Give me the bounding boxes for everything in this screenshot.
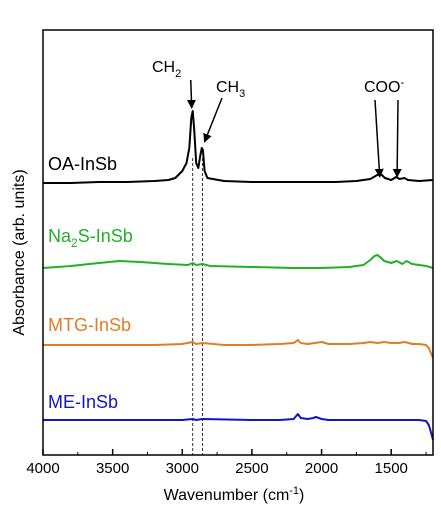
y-axis-label: Absorbance (arb. units) xyxy=(11,169,28,335)
x-axis-ticks xyxy=(42,449,427,455)
series-label-me-insb: ME-InSb xyxy=(48,392,118,412)
coo-arrow-1 xyxy=(374,99,384,178)
x-tick-label-2000: 2000 xyxy=(305,460,338,477)
plot-frame xyxy=(42,29,434,456)
x-tick-label-2500: 2500 xyxy=(235,460,268,477)
x-axis-tick-labels: 4000 3500 3000 2500 2000 1500 xyxy=(26,460,408,477)
x-tick-label-4000: 4000 xyxy=(26,460,59,477)
series-line-na2s-insb xyxy=(42,254,434,269)
x-axis-label: Wavenumber (cm-1) xyxy=(164,485,305,504)
series-line-oa-insb xyxy=(43,110,434,184)
x-tick-label-1500: 1500 xyxy=(375,460,408,477)
series-label-mtg-insb: MTG-InSb xyxy=(48,315,131,335)
series-labels: OA-InSb Na2S-InSb MTG-InSb ME-InSb xyxy=(48,154,133,412)
ch2-arrow xyxy=(186,79,196,109)
ch2-annotation: CH2 xyxy=(152,59,181,80)
series-label-na2s-insb: Na2S-InSb xyxy=(48,226,133,250)
spectra-series xyxy=(42,110,434,441)
coo-arrow-2 xyxy=(392,99,402,178)
coo-annotation: COO- xyxy=(364,77,404,96)
peak-annotations: CH2 CH3 COO- xyxy=(152,59,404,178)
series-line-me-insb xyxy=(43,413,434,441)
x-tick-label-3500: 3500 xyxy=(96,460,129,477)
x-tick-label-3000: 3000 xyxy=(166,460,199,477)
ch3-arrow xyxy=(203,97,223,143)
series-label-oa-insb: OA-InSb xyxy=(48,154,117,174)
series-line-mtg-insb xyxy=(43,339,434,359)
ch3-annotation: CH3 xyxy=(216,79,245,100)
dashed-reference-lines xyxy=(192,158,203,455)
